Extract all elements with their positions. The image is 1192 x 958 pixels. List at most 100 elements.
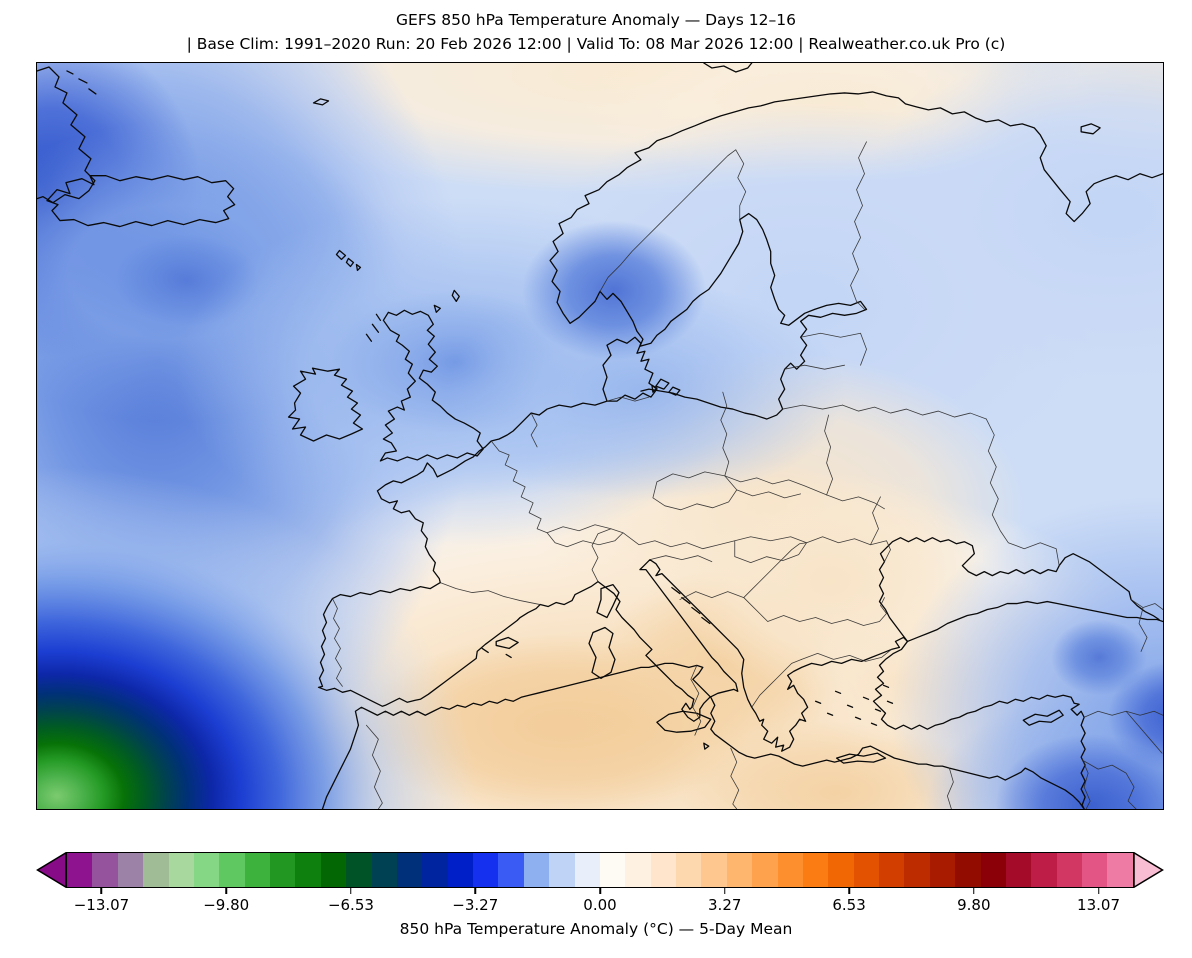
colorbar-segment	[320, 853, 347, 887]
figure-subtitle: | Base Clim: 1991–2020 Run: 20 Feb 2026 …	[186, 35, 1006, 53]
colorbar-label: 850 hPa Temperature Anomaly (°C) — 5-Day…	[399, 920, 793, 938]
cold-minimum-azores	[37, 467, 477, 809]
coast-dalmatian-islands	[671, 586, 711, 625]
colorbar-tick-label: −6.53	[327, 896, 374, 914]
pale-blue-ne-corner	[855, 63, 1163, 383]
colorbar-segment	[929, 853, 956, 887]
colorbar-body	[66, 852, 1134, 888]
coast-france-med	[539, 580, 599, 608]
colorbar-segment	[549, 853, 575, 887]
coast-faroes	[335, 249, 362, 272]
colorbar-tick: −13.07	[74, 888, 129, 914]
colorbar-segment	[701, 853, 727, 887]
colorbar-segment	[726, 853, 753, 887]
coast-corsica	[596, 583, 620, 619]
colorbar-segment	[599, 853, 626, 887]
colorbar-row	[36, 852, 1164, 888]
colorbar-segment	[396, 853, 423, 887]
coast-greenland-islets	[66, 70, 97, 95]
colorbar-segment	[828, 853, 854, 887]
coast-turkey-west-south-levant	[872, 640, 1086, 809]
colorbar-segment	[295, 853, 321, 887]
colorbar-over-arrow	[1134, 852, 1164, 888]
cold-core-levant	[995, 734, 1163, 809]
colorbar-segment	[904, 853, 930, 887]
colorbar-segment	[219, 853, 245, 887]
coastlines	[37, 63, 1163, 809]
colorbar-segment	[752, 853, 778, 887]
colorbar-segment	[67, 853, 93, 887]
coast-baltic	[569, 212, 868, 420]
colorbar-segment	[879, 853, 905, 887]
colorbar-tick: 0.00	[583, 888, 617, 914]
colorbar-segment	[650, 853, 676, 887]
colorbar-segment	[473, 853, 499, 887]
coast-sardinia	[588, 626, 616, 679]
coast-hebrides	[365, 289, 460, 342]
colorbar-tick: 6.53	[832, 888, 866, 914]
coast-black-sea	[878, 537, 1160, 643]
colorbar-tick-label: 13.07	[1077, 896, 1120, 914]
colorbar-segment	[777, 853, 803, 887]
coast-cyprus	[1022, 709, 1064, 726]
colorbar-segment	[676, 853, 702, 887]
coast-aegean-islands	[814, 684, 894, 726]
colorbar-segment	[1082, 853, 1108, 887]
anomaly-map	[36, 62, 1164, 810]
colorbar-segment	[447, 853, 473, 887]
coast-iberia	[317, 581, 541, 707]
coast-ireland	[287, 367, 364, 442]
colorbar-under-arrow	[36, 852, 66, 888]
colorbar-segment	[371, 853, 397, 887]
colorbar-tick: 9.80	[957, 888, 991, 914]
coast-svalbard	[703, 63, 753, 73]
colorbar-segment	[193, 853, 220, 887]
anomaly-field	[37, 63, 1163, 809]
colorbar-segment	[523, 853, 550, 887]
colorbar-tick: 3.27	[708, 888, 741, 914]
colorbar-tick-label: −13.07	[73, 896, 130, 914]
colorbar: −13.07 −9.80 −6.53 −3.27 0.00 3.27 6.53 9.80 13.…	[36, 852, 1164, 922]
colorbar-tick: −3.27	[452, 888, 498, 914]
colorbar-segment	[802, 853, 829, 887]
coast-norway-arctic-russia	[549, 91, 1163, 324]
coast-northsea-channel	[376, 400, 608, 584]
cold-norway-core	[522, 220, 706, 361]
colorbar-segment	[1005, 853, 1032, 887]
colorbar-tick: −9.80	[203, 888, 249, 914]
coast-denmark	[602, 336, 658, 402]
colorbar-segment	[1056, 853, 1082, 887]
colorbar-segment	[1031, 853, 1057, 887]
colorbar-tick-label: −9.80	[203, 896, 250, 914]
country-borders	[332, 141, 1163, 809]
coast-great-britain	[379, 309, 484, 462]
colorbar-tick-label: 6.53	[832, 896, 866, 914]
colorbar-segment	[853, 853, 879, 887]
colorbar-tick: 13.07	[1077, 888, 1120, 914]
colorbar-segment	[422, 853, 448, 887]
colorbar-segment	[143, 853, 169, 887]
coast-sicily	[656, 710, 712, 750]
colorbar-segment	[244, 853, 270, 887]
anomaly-map-svg	[37, 63, 1163, 809]
coast-kolguyev	[1080, 123, 1101, 135]
colorbar-segment	[346, 853, 372, 887]
coast-north-africa	[321, 662, 1085, 809]
colorbar-segment	[270, 853, 296, 887]
coast-greenland	[37, 66, 96, 204]
colorbar-segment	[168, 853, 194, 887]
coast-jan-mayen	[312, 98, 330, 106]
cold-core-anatolia	[1051, 619, 1148, 696]
coast-iceland	[46, 175, 236, 228]
colorbar-segment	[1107, 853, 1133, 887]
colorbar-tick-label: 0.00	[583, 896, 617, 914]
colorbar-segment	[980, 853, 1006, 887]
colorbar-tick-label: −3.27	[452, 896, 499, 914]
colorbar-ticks: −13.07 −9.80 −6.53 −3.27 0.00 3.27 6.53 9.80 13.…	[66, 888, 1134, 922]
colorbar-segment	[117, 853, 144, 887]
colorbar-segment	[498, 853, 524, 887]
colorbar-tick: −6.53	[328, 888, 374, 914]
coast-balearics	[481, 636, 519, 659]
colorbar-segment	[955, 853, 981, 887]
